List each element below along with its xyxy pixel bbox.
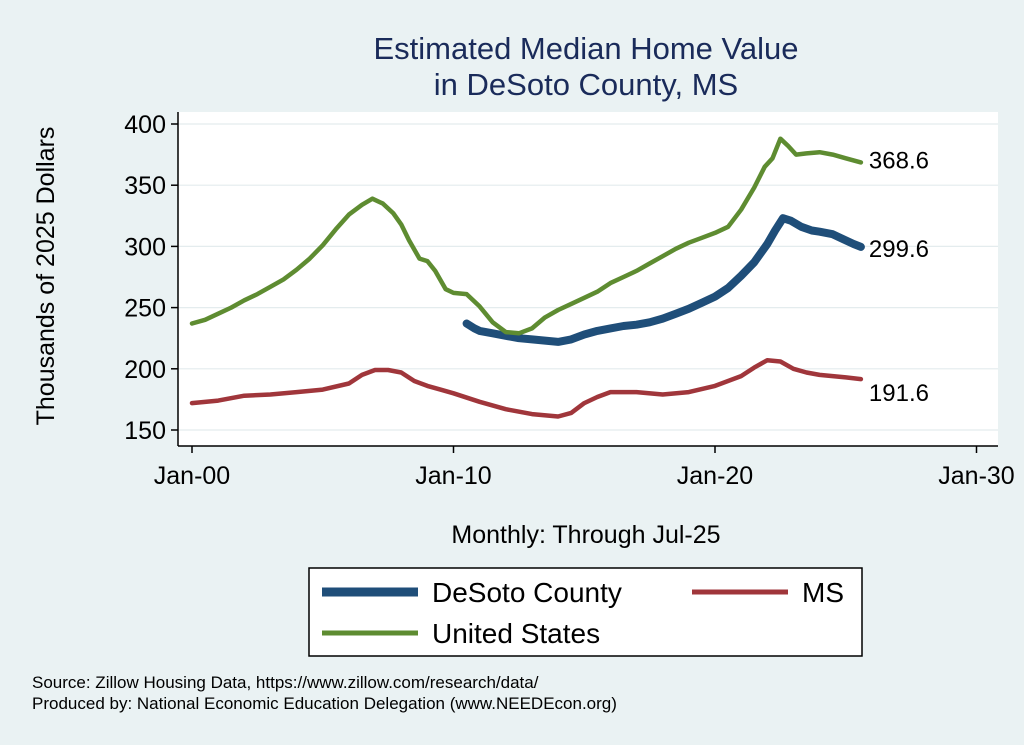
chart-title-line-2: in DeSoto County, MS — [434, 67, 738, 102]
x-tick-label: Jan-20 — [677, 462, 753, 490]
y-tick-label: 150 — [124, 417, 166, 445]
source-note: Source: Zillow Housing Data, https://www… — [32, 673, 539, 692]
legend-label: MS — [802, 577, 844, 608]
series-line-desoto-county — [462, 214, 865, 346]
gridlines — [178, 123, 998, 431]
y-tick-label: 200 — [124, 356, 166, 384]
end-label-desoto-county: 299.6 — [869, 236, 929, 263]
x-tick-label: Jan-00 — [154, 462, 230, 490]
legend-box — [308, 567, 863, 657]
series-line-united-states — [189, 136, 864, 336]
y-axis-ticks: 150 200 250 300 350 400 — [124, 111, 178, 445]
legend-label: United States — [432, 618, 600, 649]
legend: DeSoto County MS United States — [322, 577, 844, 649]
end-label-ms: 191.6 — [869, 380, 929, 407]
y-tick-label: 400 — [124, 111, 166, 139]
end-label-united-states: 368.6 — [869, 147, 929, 174]
x-axis-title: Monthly: Through Jul-25 — [451, 521, 720, 549]
y-tick-label: 250 — [124, 295, 166, 323]
end-labels: 299.6 191.6 368.6 — [869, 147, 929, 407]
y-tick-label: 350 — [124, 172, 166, 200]
chart-title-line-1: Estimated Median Home Value — [373, 31, 798, 66]
x-axis-ticks: Jan-00 Jan-10 Jan-20 Jan-30 — [154, 446, 1015, 490]
series-line-ms — [189, 357, 864, 419]
x-tick-label: Jan-30 — [938, 462, 1014, 490]
x-tick-label: Jan-10 — [415, 462, 491, 490]
y-axis-title: Thousands of 2025 Dollars — [32, 127, 60, 426]
legend-label: DeSoto County — [432, 577, 622, 608]
series-lines — [189, 136, 865, 419]
y-tick-label: 300 — [124, 233, 166, 261]
produced-by-note: Produced by: National Economic Education… — [32, 694, 617, 713]
